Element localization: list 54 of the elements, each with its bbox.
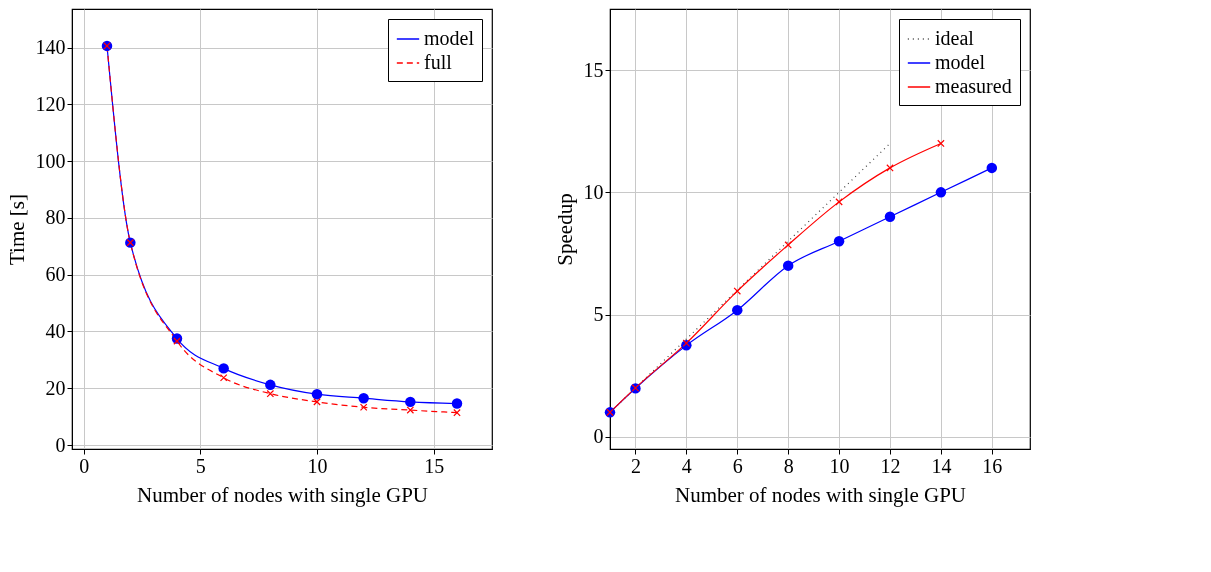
x-tick-label: 6 xyxy=(732,454,743,477)
point xyxy=(886,164,894,172)
point xyxy=(313,398,321,406)
y-tick-label: 120 xyxy=(35,92,66,115)
x-tick-label: 12 xyxy=(880,454,901,477)
point xyxy=(218,363,229,374)
point xyxy=(733,287,742,295)
x-tick-label: 10 xyxy=(829,454,850,477)
x-axis-title: Number of nodes with single GPU xyxy=(674,482,967,507)
point xyxy=(884,211,896,223)
point xyxy=(173,337,181,345)
y-tick-label: 0 xyxy=(593,425,604,448)
y-axis-title: Time [s] xyxy=(4,194,29,265)
point xyxy=(682,339,691,347)
x-tick-label: 8 xyxy=(783,454,794,477)
x-tick-label: 14 xyxy=(931,454,952,477)
x-tick-label: 15 xyxy=(424,454,445,477)
legend-label: model xyxy=(935,51,986,73)
y-tick-label: 140 xyxy=(35,36,66,59)
point xyxy=(266,389,275,398)
y-tick-label: 60 xyxy=(45,263,66,286)
point xyxy=(451,398,463,409)
x-tick-label: 0 xyxy=(79,454,90,477)
y-tick-label: 40 xyxy=(45,319,66,342)
y-tick-label: 15 xyxy=(583,58,604,81)
x-tick-label: 16 xyxy=(982,454,1003,477)
point xyxy=(358,392,369,404)
point xyxy=(311,388,323,400)
legend-label: ideal xyxy=(935,27,975,49)
point xyxy=(405,396,416,408)
y-tick-label: 20 xyxy=(45,376,66,399)
y-tick-label: 0 xyxy=(55,433,66,456)
x-tick-label: 2 xyxy=(630,454,641,477)
x-tick-label: 5 xyxy=(195,454,206,477)
point xyxy=(937,139,945,148)
y-tick-label: 100 xyxy=(35,149,66,172)
legend-label: measured xyxy=(935,75,1012,97)
x-tick-label: 10 xyxy=(307,454,328,477)
y-tick-label: 5 xyxy=(593,303,604,326)
point xyxy=(732,304,743,316)
point xyxy=(986,162,998,174)
point xyxy=(453,408,461,417)
y-tick-label: 10 xyxy=(583,180,604,203)
legend-label: model xyxy=(424,27,475,49)
y-axis-title: Speedup xyxy=(552,193,577,266)
point xyxy=(406,406,415,414)
point xyxy=(782,260,794,271)
point xyxy=(265,379,276,391)
legend-label: full xyxy=(424,51,453,73)
x-tick-label: 4 xyxy=(681,454,692,477)
y-tick-label: 80 xyxy=(45,206,66,229)
x-axis-title: Number of nodes with single GPU xyxy=(136,482,429,507)
point xyxy=(833,235,845,247)
point xyxy=(935,187,947,198)
